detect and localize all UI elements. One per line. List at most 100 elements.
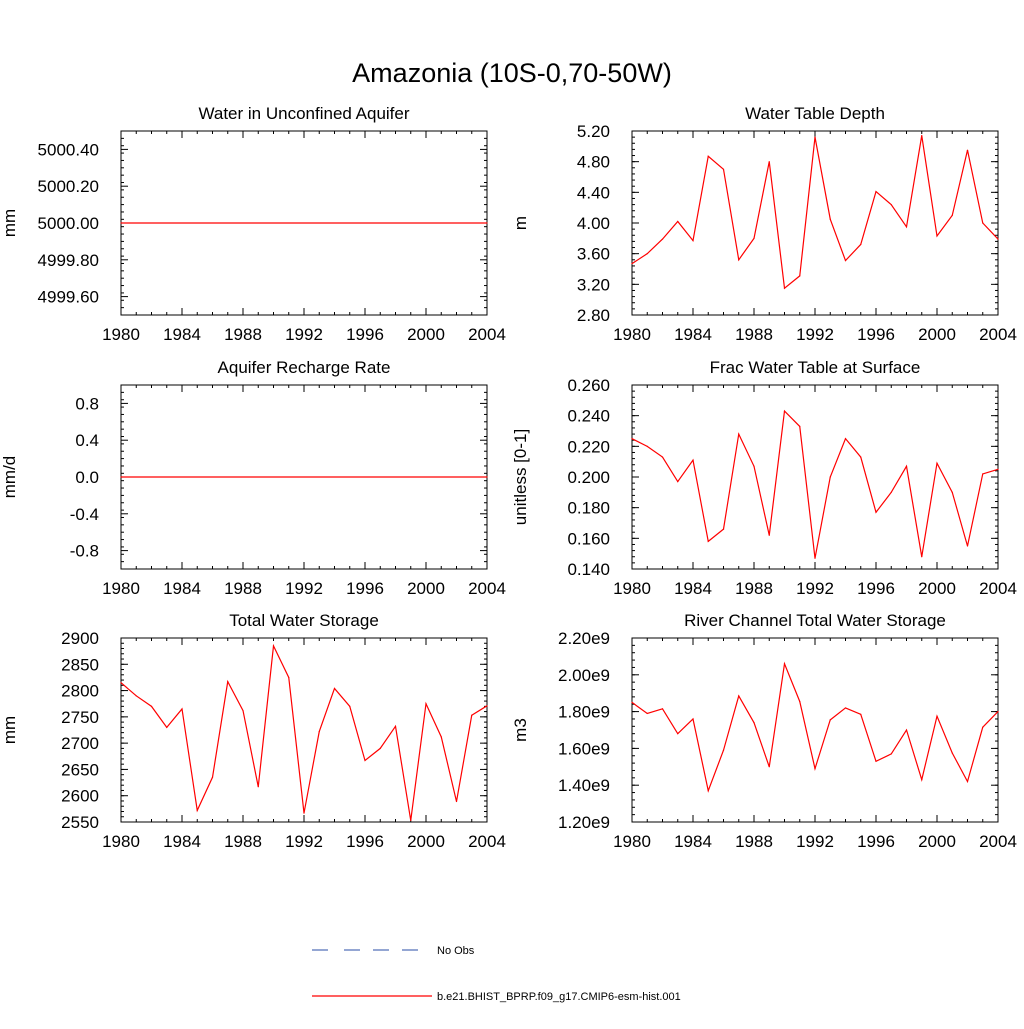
data-point	[333, 687, 336, 690]
x-tick-label: 1992	[796, 579, 834, 598]
data-point	[288, 676, 290, 679]
y-tick-label: -0.4	[70, 505, 99, 524]
data-point	[768, 534, 770, 536]
y-tick-label: 0.8	[75, 394, 99, 413]
data-point	[303, 812, 305, 814]
data-point	[661, 456, 664, 458]
data-point	[890, 753, 892, 755]
y-tick-label: 1.40e9	[558, 776, 610, 795]
data-point	[631, 438, 633, 440]
y-tick-label: 0.140	[567, 560, 610, 579]
plot-frame	[120, 637, 488, 823]
data-point	[379, 747, 381, 750]
data-point	[738, 259, 740, 261]
x-tick-label: 1980	[613, 579, 651, 598]
y-axis-label: m3	[511, 718, 530, 742]
data-point	[844, 707, 847, 709]
data-point	[890, 204, 892, 206]
data-point	[982, 726, 984, 728]
chart-panel-5: Total Water Storage 1980 1984 1988 1992 1996 2…	[0, 611, 506, 851]
data-point	[120, 682, 122, 684]
x-tick-label: 1984	[674, 579, 712, 598]
data-point	[120, 476, 122, 478]
y-tick-label: 2850	[61, 655, 99, 674]
y-tick-label: 4.80	[577, 153, 610, 172]
data-point	[860, 243, 862, 246]
data-point	[677, 481, 679, 483]
data-point	[646, 712, 648, 715]
data-point	[844, 438, 847, 440]
data-point	[875, 760, 877, 762]
x-tick-label: 2004	[468, 579, 506, 598]
data-point	[272, 645, 275, 647]
y-tick-label: 0.220	[567, 437, 610, 456]
x-tick-label: 2004	[979, 325, 1017, 344]
data-point	[661, 708, 664, 710]
data-point	[692, 459, 694, 461]
data-point	[181, 708, 183, 710]
data-point	[844, 259, 847, 262]
y-tick-label: 2800	[61, 682, 99, 701]
data-point	[936, 235, 938, 237]
y-tick-label: 2.80	[577, 306, 610, 325]
data-point	[242, 709, 244, 712]
y-tick-label: 5000.00	[38, 214, 99, 233]
data-point	[982, 473, 984, 475]
x-tick-label: 1996	[346, 325, 384, 344]
x-tick-label: 2000	[918, 579, 956, 598]
y-tick-label: 0.240	[567, 407, 610, 426]
y-tick-label: 2750	[61, 708, 99, 727]
data-point	[631, 263, 633, 265]
data-point	[829, 476, 831, 478]
data-point	[227, 681, 229, 683]
data-point	[120, 222, 122, 224]
data-point	[783, 287, 786, 289]
x-tick-label: 1984	[163, 325, 201, 344]
series-line	[631, 661, 999, 793]
y-tick-label: 2.00e9	[558, 666, 610, 685]
data-point	[905, 226, 908, 228]
y-axis-label: unitless [0-1]	[511, 429, 530, 525]
x-tick-label: 1992	[796, 832, 834, 851]
data-point	[135, 695, 137, 697]
x-tick-label: 1984	[163, 579, 201, 598]
data-point	[829, 719, 831, 721]
data-point	[394, 725, 397, 727]
x-tick-label: 1984	[163, 832, 201, 851]
chart-panel-4: Frac Water Table at Surface 1980 1984 1988 1…	[511, 358, 1017, 598]
y-tick-label: 4999.60	[38, 288, 99, 307]
data-point	[661, 238, 664, 240]
x-tick-label: 1988	[224, 832, 262, 851]
data-point	[951, 752, 953, 754]
data-point	[722, 168, 725, 170]
plot-frame	[631, 130, 999, 316]
y-tick-label: 5000.40	[38, 140, 99, 159]
data-point	[646, 253, 648, 255]
series-line	[631, 135, 999, 290]
x-tick-label: 2004	[979, 579, 1017, 598]
data-point	[753, 722, 755, 724]
y-tick-label: 4.40	[577, 183, 610, 202]
y-tick-label: 3.60	[577, 245, 610, 264]
data-point	[875, 190, 877, 193]
data-point	[768, 161, 770, 163]
x-tick-label: 1980	[102, 579, 140, 598]
y-tick-label: 2650	[61, 760, 99, 779]
data-point	[921, 135, 923, 137]
y-tick-label: 1.20e9	[558, 813, 610, 832]
data-point	[799, 700, 801, 703]
y-tick-label: 4999.80	[38, 251, 99, 270]
x-tick-label: 1980	[613, 832, 651, 851]
data-point	[875, 511, 877, 513]
panel-title: Water Table Depth	[745, 104, 885, 123]
data-point	[364, 759, 366, 762]
data-point	[722, 528, 725, 530]
data-point	[997, 711, 999, 713]
x-tick-label: 1980	[102, 832, 140, 851]
data-point	[814, 557, 816, 559]
data-point	[722, 749, 725, 751]
x-tick-label: 2004	[979, 832, 1017, 851]
data-point	[753, 465, 755, 467]
data-point	[196, 809, 198, 812]
data-point	[471, 714, 473, 716]
